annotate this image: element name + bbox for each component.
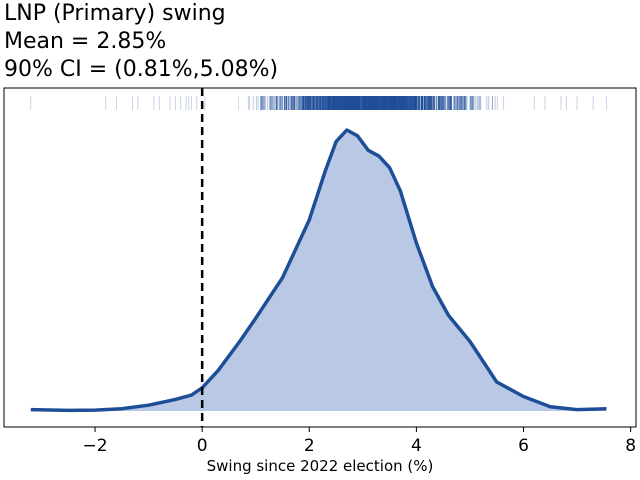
x-tick-label: 6 (518, 436, 529, 456)
chart-mean-line: Mean = 2.85% (4, 29, 167, 54)
chart-title: LNP (Primary) swing (4, 1, 226, 26)
x-tick-label: 4 (411, 436, 422, 456)
x-tick-label: 8 (625, 436, 636, 456)
chart-ci-line: 90% CI = (0.81%,5.08%) (4, 57, 279, 82)
chart-title-block: LNP (Primary) swing Mean = 2.85% 90% CI … (4, 0, 278, 84)
x-axis-label: Swing since 2022 election (%) (206, 457, 434, 475)
density-fill-area (30, 130, 607, 411)
x-tick-label: −2 (83, 436, 108, 456)
x-tick-label: 2 (304, 436, 315, 456)
x-tick-label: 0 (197, 436, 208, 456)
x-axis-ticks: −2 0 2 4 6 8 (83, 427, 636, 456)
density-curve (30, 128, 607, 413)
plot-frame (3, 87, 637, 428)
rug-layer (30, 96, 608, 110)
